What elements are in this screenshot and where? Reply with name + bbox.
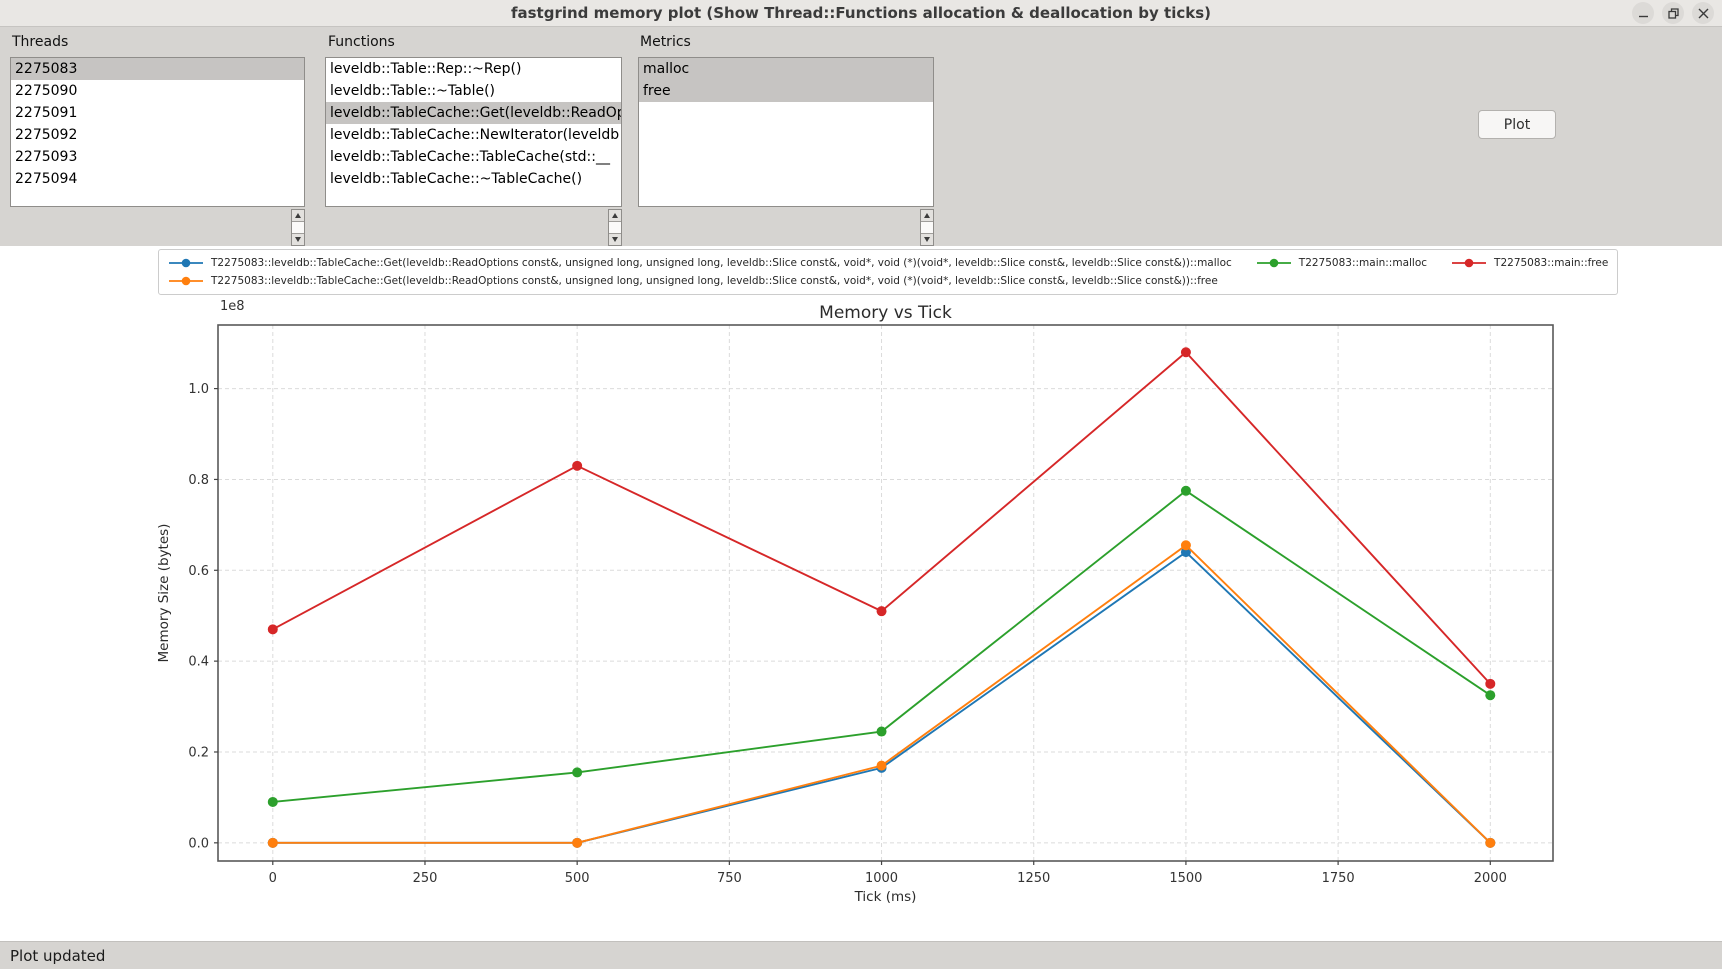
legend-item: T2275083::leveldb::TableCache::Get(level… xyxy=(168,275,1218,287)
legend-item: T2275083::main::malloc xyxy=(1256,257,1427,269)
scroll-thumb[interactable] xyxy=(609,222,621,233)
tick-label: 750 xyxy=(717,871,742,886)
list-item[interactable]: 2275091 xyxy=(15,105,78,121)
minimize-button[interactable] xyxy=(1632,2,1654,24)
data-point xyxy=(1180,540,1191,551)
legend-label: T2275083::main::free xyxy=(1494,257,1609,269)
window-title: fastgrind memory plot (Show Thread::Func… xyxy=(510,4,1212,22)
metrics-listbox: malloc free xyxy=(638,57,934,207)
chart-canvas: 0 250 500 750 1000 1250 1500 1750 2000 0.0 0.2 0.4 0… xyxy=(156,299,1554,905)
plot-button[interactable]: Plot xyxy=(1478,110,1556,139)
data-point xyxy=(572,837,583,848)
tick-label: 0.4 xyxy=(188,655,209,670)
list-item[interactable]: 2275092 xyxy=(15,127,78,143)
chart-title: Memory vs Tick xyxy=(819,303,952,323)
list-item[interactable]: 2275093 xyxy=(15,149,78,165)
data-point xyxy=(572,767,583,778)
axes-spines xyxy=(217,324,1554,862)
axis-label: Tick (ms) xyxy=(854,889,917,905)
legend-item: T2275083::leveldb::TableCache::Get(level… xyxy=(168,257,1232,269)
restore-icon xyxy=(1667,7,1679,19)
tick-label: 1500 xyxy=(1169,871,1202,886)
list-item[interactable]: leveldb::TableCache::NewIterator(leveldb xyxy=(330,127,620,143)
axis-label: Memory Size (bytes) xyxy=(156,524,172,663)
tick-label: 500 xyxy=(565,871,590,886)
functions-scrollbar[interactable] xyxy=(608,209,622,246)
list-item[interactable]: malloc xyxy=(639,58,933,80)
data-point xyxy=(876,606,887,617)
tick-label: 1750 xyxy=(1322,871,1355,886)
data-point xyxy=(1180,485,1191,496)
legend-label: T2275083::leveldb::TableCache::Get(level… xyxy=(211,257,1232,269)
threads-label: Threads xyxy=(12,34,69,50)
scroll-up-icon[interactable] xyxy=(609,210,621,222)
data-point xyxy=(1485,690,1496,701)
list-item[interactable]: leveldb::TableCache::Get(leveldb::ReadOp… xyxy=(326,102,621,124)
close-button[interactable] xyxy=(1692,2,1714,24)
data-point xyxy=(876,726,887,737)
scroll-thumb[interactable] xyxy=(292,222,304,233)
minimize-icon xyxy=(1638,15,1648,17)
list-item[interactable]: free xyxy=(639,80,933,102)
tick-label: 1000 xyxy=(865,871,898,886)
control-panel: Threads Functions Metrics 2275083 2275090… xyxy=(0,27,1722,246)
restore-button[interactable] xyxy=(1662,2,1684,24)
data-point xyxy=(267,796,278,807)
chart-figure: T2275083::leveldb::TableCache::Get(level… xyxy=(0,246,1722,941)
legend-marker-icon xyxy=(1256,258,1291,268)
list-item[interactable]: 2275090 xyxy=(15,83,78,99)
tick-label: 0.2 xyxy=(188,745,209,760)
metrics-scrollbar[interactable] xyxy=(920,209,934,246)
tick-label: 0.6 xyxy=(188,564,209,579)
legend-marker-icon xyxy=(1452,258,1487,268)
threads-scrollbar[interactable] xyxy=(291,209,305,246)
data-point xyxy=(572,460,583,471)
data-point xyxy=(1485,837,1496,848)
list-item[interactable]: leveldb::TableCache::~TableCache() xyxy=(330,171,583,187)
legend-marker-icon xyxy=(169,258,203,268)
tick-label: 0.0 xyxy=(188,836,209,851)
scroll-up-icon[interactable] xyxy=(292,210,304,222)
tick-label: 0.8 xyxy=(188,473,209,488)
offset-text: 1e8 xyxy=(220,299,245,314)
status-text: Plot updated xyxy=(10,946,106,965)
series-line xyxy=(272,544,1491,844)
chart-legend: T2275083::leveldb::TableCache::Get(level… xyxy=(158,249,1619,295)
data-point xyxy=(876,760,887,771)
scroll-down-icon[interactable] xyxy=(609,233,621,245)
tick-label: 2000 xyxy=(1474,871,1507,886)
functions-label: Functions xyxy=(328,34,395,50)
data-point xyxy=(1180,347,1191,358)
data-point xyxy=(267,837,278,848)
list-item[interactable]: 2275083 xyxy=(11,58,304,80)
tick-label: 250 xyxy=(413,871,438,886)
scroll-down-icon[interactable] xyxy=(292,233,304,245)
window-controls xyxy=(1632,2,1714,24)
legend-row: T2275083::leveldb::TableCache::Get(level… xyxy=(168,272,1608,290)
legend-label: T2275083::main::malloc xyxy=(1298,257,1428,269)
scroll-down-icon[interactable] xyxy=(921,233,933,245)
threads-listbox: 2275083 2275090 2275091 2275092 2275093 22750… xyxy=(10,57,305,207)
scroll-thumb[interactable] xyxy=(921,222,933,233)
titlebar: fastgrind memory plot (Show Thread::Func… xyxy=(0,0,1722,27)
list-item[interactable]: leveldb::TableCache::TableCache(std::__ xyxy=(330,149,610,165)
legend-marker-icon xyxy=(169,276,203,286)
legend-label: T2275083::leveldb::TableCache::Get(level… xyxy=(211,275,1218,287)
status-bar: Plot updated xyxy=(0,941,1722,969)
close-icon xyxy=(1698,8,1708,18)
tick-label: 1.0 xyxy=(188,382,209,397)
legend-row: T2275083::leveldb::TableCache::Get(level… xyxy=(168,254,1608,272)
tick-label: 0 xyxy=(269,871,277,886)
list-item[interactable]: leveldb::Table::Rep::~Rep() xyxy=(330,61,522,77)
list-item[interactable]: 2275094 xyxy=(15,171,78,187)
functions-listbox: leveldb::Table::Rep::~Rep()leveldb::Tabl… xyxy=(325,57,622,207)
list-item[interactable]: leveldb::Table::~Table() xyxy=(330,83,495,99)
legend-item: T2275083::main::free xyxy=(1451,257,1608,269)
tick-label: 1250 xyxy=(1017,871,1050,886)
metrics-label: Metrics xyxy=(640,34,691,50)
data-point xyxy=(267,624,278,635)
data-point xyxy=(1485,678,1496,689)
scroll-up-icon[interactable] xyxy=(921,210,933,222)
